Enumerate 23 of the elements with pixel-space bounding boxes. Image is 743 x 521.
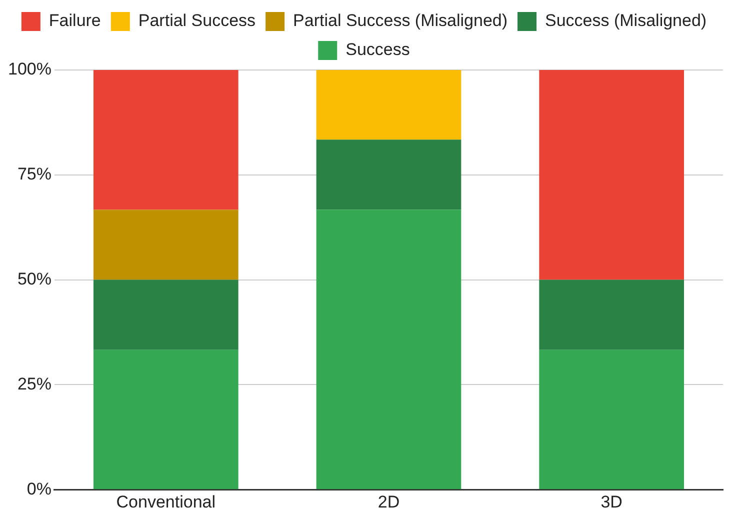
bar — [539, 70, 684, 280]
bar — [316, 70, 462, 140]
bar — [316, 210, 462, 490]
y-tick-label: 50% — [17, 269, 52, 288]
y-tick-label: 75% — [17, 164, 52, 184]
legend-label: Success — [346, 40, 410, 60]
legend-label: Success (Misaligned) — [545, 11, 707, 30]
legend-label: Failure — [48, 11, 101, 30]
x-tick-label: 3D — [600, 492, 622, 512]
bar — [93, 280, 238, 350]
bar — [316, 140, 462, 210]
x-tick-label: 2D — [378, 492, 400, 512]
y-tick-label: 25% — [17, 374, 52, 394]
y-tick-label: 100% — [8, 60, 52, 79]
bar — [539, 350, 684, 490]
bar — [539, 280, 684, 350]
legend-label: Partial Success (Misaligned) — [293, 11, 508, 30]
x-tick-label: Conventional — [116, 492, 216, 512]
bar — [93, 350, 238, 490]
bar — [93, 210, 238, 280]
bar — [93, 70, 238, 210]
legend-label: Partial Success — [138, 11, 256, 30]
y-tick-label: 0% — [26, 479, 52, 498]
